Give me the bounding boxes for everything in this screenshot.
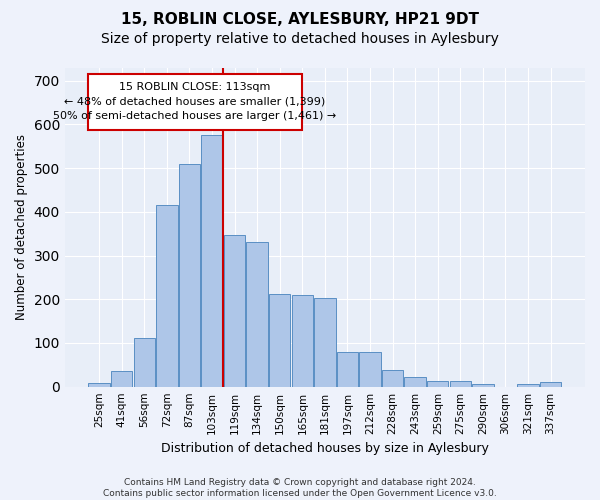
Bar (517, 384, 539, 386)
Text: 15, ROBLIN CLOSE, AYLESBURY, HP21 9DT: 15, ROBLIN CLOSE, AYLESBURY, HP21 9DT (121, 12, 479, 28)
Bar (156, 205, 178, 386)
Bar (202, 136, 223, 386)
Bar (111, 372, 133, 386)
Bar (382, 370, 403, 386)
Bar (359, 352, 381, 386)
Text: Contains HM Land Registry data © Crown copyright and database right 2024.
Contai: Contains HM Land Registry data © Crown c… (103, 478, 497, 498)
Text: Size of property relative to detached houses in Aylesbury: Size of property relative to detached ho… (101, 32, 499, 46)
Text: 15 ROBLIN CLOSE: 113sqm
← 48% of detached houses are smaller (1,399)
50% of semi: 15 ROBLIN CLOSE: 113sqm ← 48% of detache… (53, 82, 337, 122)
X-axis label: Distribution of detached houses by size in Aylesbury: Distribution of detached houses by size … (161, 442, 489, 455)
Bar (179, 164, 200, 386)
Bar (472, 384, 494, 386)
Bar (449, 381, 471, 386)
Bar (88, 383, 110, 386)
Bar (427, 381, 448, 386)
Bar (337, 352, 358, 386)
Bar (292, 295, 313, 386)
Bar (247, 242, 268, 386)
Bar (134, 338, 155, 386)
Bar (540, 382, 562, 386)
Bar (269, 294, 290, 386)
Bar (224, 235, 245, 386)
FancyBboxPatch shape (88, 74, 302, 130)
Bar (404, 377, 426, 386)
Y-axis label: Number of detached properties: Number of detached properties (15, 134, 28, 320)
Bar (314, 298, 335, 386)
